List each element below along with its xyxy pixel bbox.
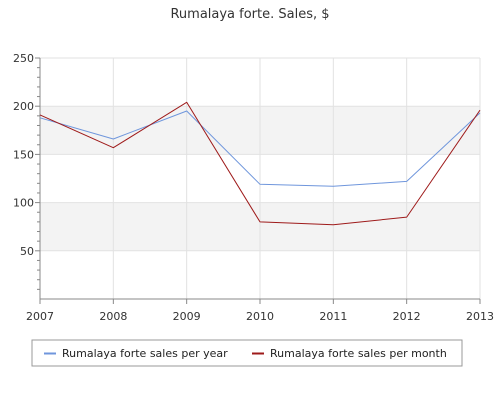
chart-title: Rumalaya forte. Sales, $ [170,7,329,22]
x-tick-label: 2010 [246,310,274,323]
x-tick-label: 2011 [319,310,347,323]
legend-box [31,339,463,367]
series-lines [39,101,481,226]
legend: Rumalaya forte sales per year Rumalaya fo… [31,339,463,367]
x-tick-label: 2008 [99,310,127,323]
y-tick-label: 100 [13,197,34,210]
legend-label: Rumalaya forte sales per month [270,347,447,360]
series-line-2 [39,101,481,226]
y-tick-label: 250 [13,52,34,65]
series-line-1 [39,110,481,187]
axes [35,57,481,304]
y-tick-label: 150 [13,148,34,161]
y-axis-ticks: 50 100 150 200 250 [13,52,34,258]
y-tick-label: 50 [20,245,34,258]
legend-label: Rumalaya forte sales per year [62,347,228,360]
y-tick-label: 200 [13,100,34,113]
x-tick-label: 2007 [26,310,54,323]
x-tick-label: 2012 [393,310,421,323]
x-tick-label: 2013 [466,310,494,323]
x-axis-ticks: 2007 2008 2009 2010 2011 2012 2013 [26,310,494,323]
x-tick-label: 2009 [173,310,201,323]
